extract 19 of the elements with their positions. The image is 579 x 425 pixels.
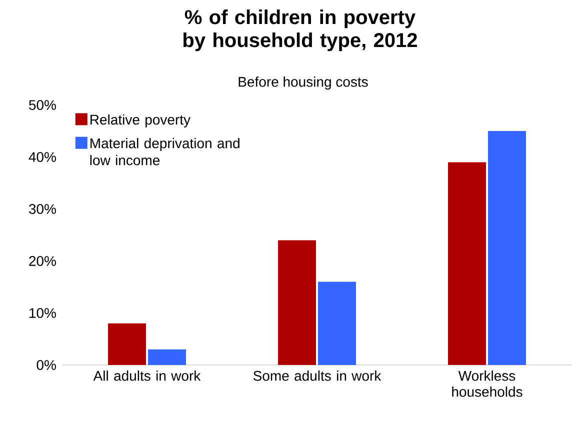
y-tick-label: 30%: [28, 204, 56, 214]
x-tick-label: Workless households: [452, 370, 522, 397]
y-tick-label: 50%: [29, 100, 56, 110]
x-tick-label: All adults in work: [93, 370, 201, 381]
y-tick-label: 40%: [28, 152, 56, 162]
bar: [108, 323, 146, 365]
x-tick-label: Some adults in work: [253, 370, 382, 381]
legend-label: Material deprivation and low income: [90, 138, 240, 166]
legend-label: Relative poverty: [90, 114, 190, 128]
y-tick-label: 10%: [30, 308, 56, 318]
chart-subtitle: Before housing costs: [238, 76, 368, 90]
y-tick-label: 0%: [36, 360, 56, 370]
bar: [488, 131, 526, 365]
chart-title: % of children in poverty by household type, 2012: [184, 10, 417, 52]
bar: [148, 349, 186, 365]
bar: [318, 282, 356, 365]
bar: [278, 240, 316, 365]
y-tick-label: 20%: [29, 256, 56, 266]
bar: [448, 162, 486, 365]
